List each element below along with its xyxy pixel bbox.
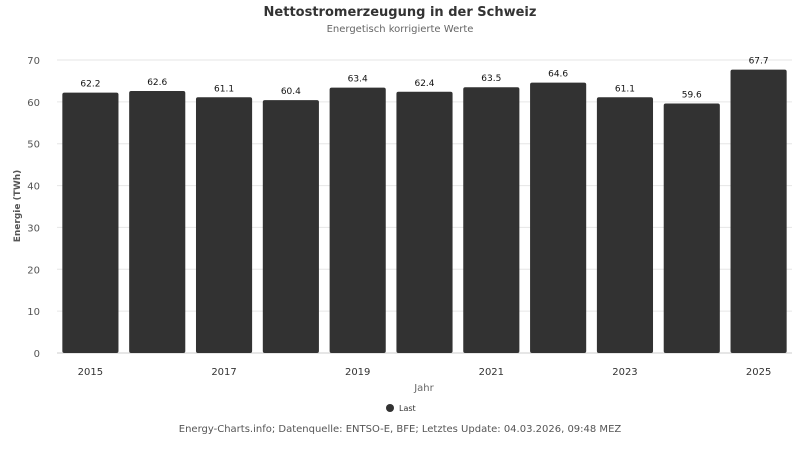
data-label: 63.4 bbox=[348, 75, 368, 85]
x-tick-label: 2021 bbox=[479, 367, 504, 378]
data-label: 62.6 bbox=[147, 78, 167, 88]
legend-label: Last bbox=[399, 404, 416, 413]
data-label: 62.4 bbox=[414, 79, 434, 89]
bar-2024 bbox=[663, 103, 720, 353]
bar-2017 bbox=[195, 97, 253, 353]
data-labels: 62.2 62.6 61.1 60.4 63.4 62.4 63.5 64.6 61.1 59.6… bbox=[80, 57, 768, 101]
y-tick-label: 50 bbox=[27, 140, 40, 151]
y-tick-label: 30 bbox=[27, 223, 40, 234]
x-tick-label: 2019 bbox=[345, 367, 370, 378]
y-tick-label: 10 bbox=[27, 307, 40, 318]
bar-2015 bbox=[62, 92, 119, 354]
bar-2021 bbox=[463, 87, 520, 353]
bar-2020 bbox=[396, 91, 453, 353]
x-ticks: 2015 2017 2019 2021 2023 2025 bbox=[78, 367, 772, 378]
bar-2023 bbox=[596, 97, 654, 353]
legend-item-last[interactable]: Last bbox=[386, 404, 416, 413]
x-tick-label: 2017 bbox=[211, 367, 236, 378]
y-axis-label: Energie (TWh) bbox=[13, 170, 23, 243]
x-axis-label: Jahr bbox=[413, 383, 434, 394]
bar-2016 bbox=[129, 90, 186, 353]
y-tick-label: 0 bbox=[34, 349, 40, 360]
x-tick-label: 2025 bbox=[746, 367, 771, 378]
y-tick-label: 40 bbox=[27, 182, 40, 193]
bars bbox=[62, 69, 787, 354]
chart-subtitle: Energetisch korrigierte Werte bbox=[327, 24, 474, 35]
bar-2022 bbox=[530, 82, 587, 354]
data-label: 62.2 bbox=[80, 80, 100, 90]
bar-2019 bbox=[329, 87, 386, 353]
legend-marker bbox=[386, 404, 394, 412]
y-tick-label: 70 bbox=[27, 56, 40, 67]
data-label: 64.6 bbox=[548, 70, 568, 80]
data-label: 60.4 bbox=[281, 87, 301, 97]
data-label: 63.5 bbox=[481, 74, 501, 84]
bar-2018 bbox=[262, 100, 319, 353]
y-tick-label: 20 bbox=[27, 265, 40, 276]
x-tick-label: 2023 bbox=[612, 367, 637, 378]
data-label: 67.7 bbox=[749, 57, 769, 67]
data-label: 61.1 bbox=[214, 84, 234, 94]
y-tick-label: 60 bbox=[27, 98, 40, 109]
data-label: 61.1 bbox=[615, 84, 635, 94]
data-label: 59.6 bbox=[682, 91, 702, 101]
bar-2025 bbox=[730, 69, 787, 354]
chart-title: Nettostromerzeugung in der Schweiz bbox=[264, 5, 537, 20]
y-ticks: 0 10 20 30 40 50 60 70 bbox=[27, 56, 40, 360]
x-tick-label: 2015 bbox=[78, 367, 103, 378]
footer-credits: Energy-Charts.info; Datenquelle: ENTSO-E… bbox=[179, 424, 622, 435]
